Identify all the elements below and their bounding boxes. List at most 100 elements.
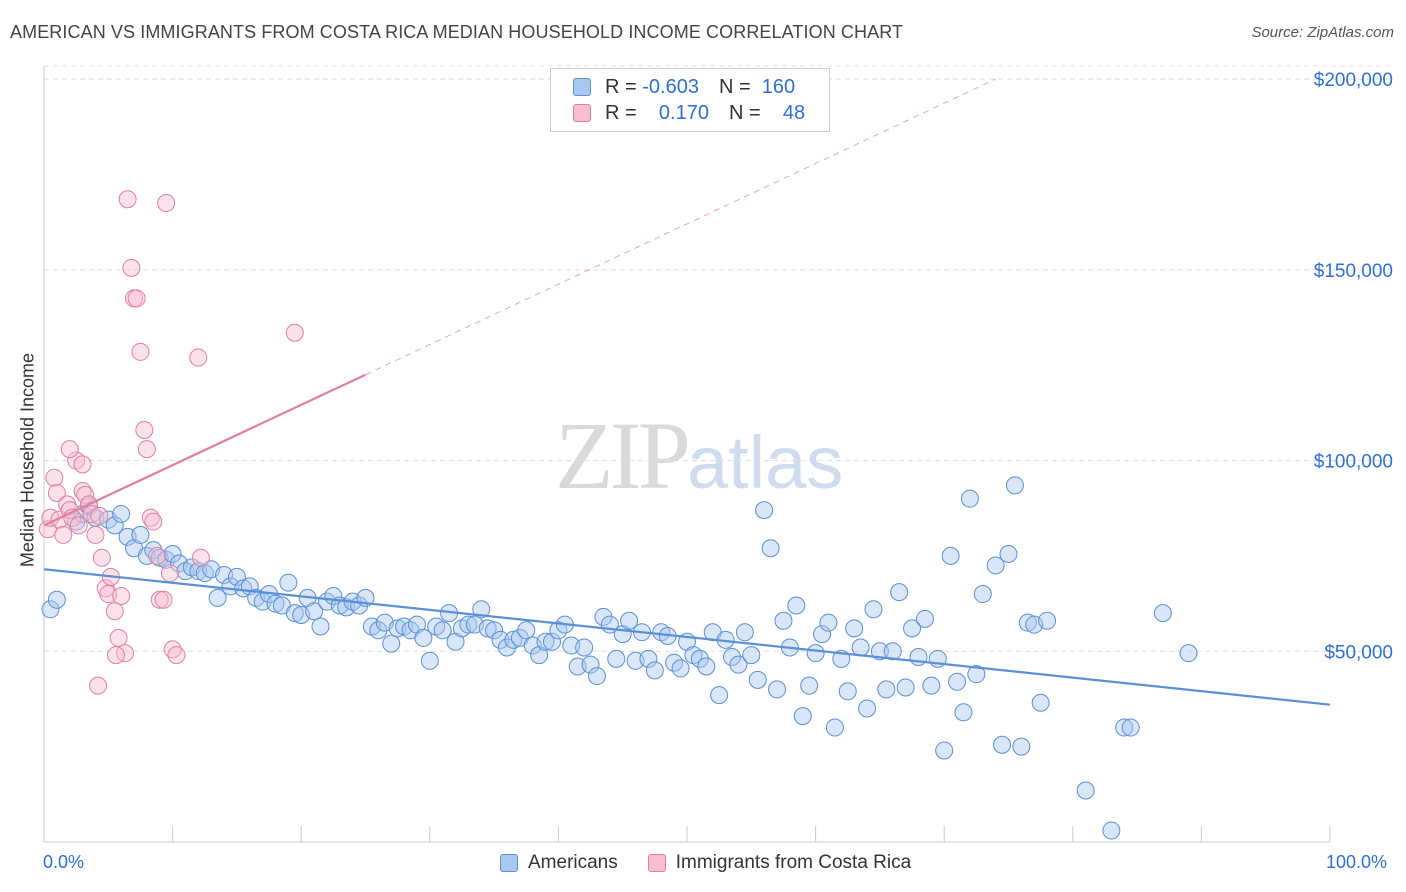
immigrants-point (135, 421, 154, 440)
r-label: R = (605, 75, 637, 98)
x-tick-label-max: 100.0% (1326, 852, 1388, 872)
legend-row-americans: R = -0.603 N = 160 (573, 74, 795, 100)
americans-point (433, 621, 452, 640)
americans-point (813, 625, 832, 644)
americans-point (768, 680, 787, 699)
immigrants-point (89, 676, 108, 695)
americans-point (954, 703, 973, 722)
americans-point (311, 617, 330, 636)
americans-point (690, 649, 709, 668)
americans-point (851, 638, 870, 657)
americans-point (607, 649, 626, 668)
americans-point (960, 489, 979, 508)
immigrants-point (154, 590, 173, 609)
chart-title: AMERICAN VS IMMIGRANTS FROM COSTA RICA M… (10, 22, 904, 42)
immigrants-point (54, 525, 73, 544)
immigrants-point (144, 512, 163, 531)
americans-point (645, 661, 664, 680)
immigrants-point (86, 525, 105, 544)
americans-point (993, 735, 1012, 754)
immigrants-point (137, 440, 156, 459)
y-axis-title: Median Household Income (17, 352, 38, 568)
immigrants-point (47, 483, 66, 502)
americans-point (729, 655, 748, 674)
americans-point (1076, 781, 1095, 800)
americans-point (41, 600, 60, 619)
immigrants-point (60, 440, 79, 459)
immigrants-point (82, 504, 101, 523)
immigrants-point (45, 468, 64, 487)
legend-item-americans[interactable]: Americans (500, 852, 618, 874)
americans-point (414, 628, 433, 647)
americans-trend-line (43, 568, 1331, 706)
legend-item-immigrants[interactable]: Immigrants from Costa Rica (647, 852, 912, 874)
americans-point (877, 680, 896, 699)
immigrants-trend-line (43, 373, 366, 527)
americans-point (131, 525, 150, 544)
americans-legend-label: Americans (528, 852, 618, 873)
americans-point (800, 676, 819, 695)
watermark-atlas: atlas (687, 421, 844, 504)
americans-point (793, 707, 812, 726)
watermark-zip: ZIP (555, 402, 691, 509)
n-label: N = (728, 101, 761, 124)
americans-point (935, 741, 954, 760)
immigrants-point (122, 258, 141, 277)
americans-point (948, 672, 967, 691)
americans-point (575, 638, 594, 657)
n-label: N = (718, 75, 751, 98)
immigrants-point (150, 590, 169, 609)
americans-point (787, 596, 806, 615)
americans-point (864, 600, 883, 619)
immigrants-point (92, 548, 111, 567)
americans-point (973, 585, 992, 604)
y-tick-label: $150,000 (1314, 261, 1393, 282)
americans-point (915, 609, 934, 628)
americans-point (478, 619, 497, 638)
americans-point (697, 657, 716, 676)
americans-point (382, 634, 401, 653)
y-tick-label: $100,000 (1314, 452, 1393, 473)
immigrants-point (90, 506, 109, 525)
americans-point (1153, 604, 1172, 623)
americans-swatch (573, 78, 591, 96)
americans-point (279, 573, 298, 592)
immigrants-point (73, 455, 92, 474)
immigrants-point (109, 628, 128, 647)
americans-point (620, 611, 639, 630)
n-value: 160 (761, 75, 796, 98)
americans-point (536, 632, 555, 651)
americans-point (999, 544, 1018, 563)
r-value: -0.603 (642, 75, 699, 98)
immigrants-swatch (573, 104, 591, 122)
americans-point (883, 642, 902, 661)
americans-point (208, 588, 227, 607)
americans-point (163, 544, 182, 563)
americans-point (459, 615, 478, 634)
americans-point (581, 655, 600, 674)
immigrants-point (161, 564, 180, 583)
americans-point (1121, 718, 1140, 737)
americans-point (504, 630, 523, 649)
americans-point (1179, 644, 1198, 663)
americans-point (305, 602, 324, 621)
americans-point (491, 630, 510, 649)
americans-point (967, 665, 986, 684)
immigrants-point (107, 646, 126, 665)
americans-point (819, 613, 838, 632)
immigrants-point (118, 190, 137, 209)
americans-point (369, 621, 388, 640)
immigrants-legend-swatch (647, 854, 666, 872)
americans-point (485, 621, 504, 640)
americans-point (105, 516, 124, 535)
americans-point (896, 678, 915, 697)
immigrants-point (131, 342, 150, 361)
americans-point (671, 659, 690, 678)
americans-point (1038, 611, 1057, 630)
n-value: 48 (782, 101, 806, 124)
immigrants-point (148, 546, 167, 565)
watermark: ZIPatlas (555, 400, 843, 511)
americans-point (903, 619, 922, 638)
immigrants-legend-label: Immigrants from Costa Rica (675, 852, 912, 873)
